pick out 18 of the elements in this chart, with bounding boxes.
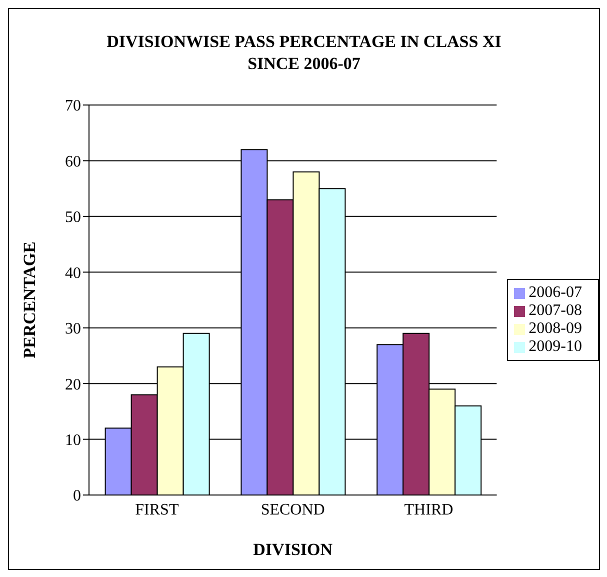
chart-title: DIVISIONWISE PASS PERCENTAGE IN CLASS XI SINCE 2006-07 — [106, 31, 502, 75]
x-axis-title: DIVISION — [253, 540, 334, 559]
y-tick-label: 60 — [65, 153, 81, 170]
x-tick-label: FIRST — [135, 501, 179, 518]
y-tick-label: 0 — [73, 488, 81, 505]
legend-label: 2007-08 — [528, 302, 582, 319]
y-tick-label: 70 — [65, 98, 81, 115]
y-tick-label: 50 — [65, 209, 81, 226]
y-axis-title: PERCENTAGE — [20, 242, 40, 358]
y-tick-label: 20 — [65, 376, 81, 394]
legend-label: 2009-10 — [528, 338, 582, 355]
y-tick-label: 40 — [65, 264, 81, 282]
x-tick-label: SECOND — [260, 501, 325, 518]
x-tick-label: THIRD — [404, 501, 454, 518]
y-tick-label: 10 — [65, 432, 81, 449]
legend-label: 2008-09 — [528, 320, 582, 337]
y-tick-label: 30 — [65, 320, 81, 338]
legend-label: 2006-07 — [528, 284, 582, 301]
